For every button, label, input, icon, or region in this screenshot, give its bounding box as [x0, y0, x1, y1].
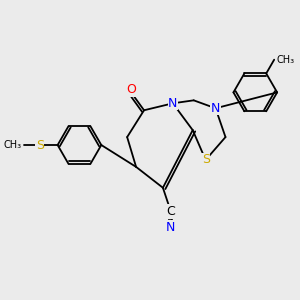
Text: N: N [166, 221, 176, 234]
Text: S: S [202, 153, 210, 167]
Text: O: O [126, 83, 136, 96]
Text: C: C [167, 205, 175, 218]
Text: CH₃: CH₃ [4, 140, 22, 150]
Text: S: S [36, 139, 44, 152]
Text: CH₃: CH₃ [276, 55, 294, 65]
Text: N: N [168, 97, 178, 110]
Text: N: N [211, 102, 220, 115]
